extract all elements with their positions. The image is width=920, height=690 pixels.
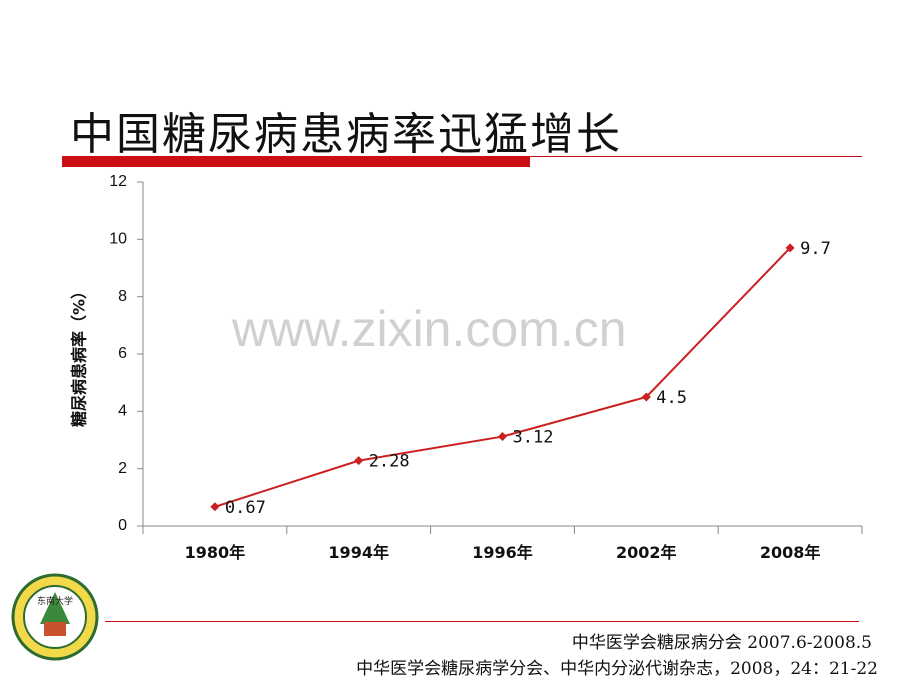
x-category-label: 1980年 [185, 543, 246, 562]
data-point-marker [210, 502, 220, 512]
series-line-group [214, 247, 791, 508]
data-label: 3.12 [513, 428, 554, 448]
data-point-marker [785, 243, 795, 253]
y-tick-label: 8 [118, 288, 127, 305]
y-axis-ticks: 0 2 4 6 8 10 12 [109, 173, 143, 534]
x-category-label: 2008年 [760, 543, 821, 562]
title-divider-line [530, 156, 862, 157]
source-citation-2: 中华医学会糖尿病学分会、中华内分泌代谢杂志，2008，24：21-22 [356, 659, 878, 679]
slide-title: 中国糖尿病患病率迅猛增长 [70, 109, 622, 160]
x-category-label: 1996年 [472, 543, 533, 562]
logo-text: 东南大学 [37, 595, 73, 607]
data-label: 4.5 [656, 388, 687, 408]
footer-divider-line [105, 621, 859, 622]
source-citation-1: 中华医学会糖尿病分会 2007.6-2008.5 [571, 633, 872, 653]
data-points [210, 243, 795, 512]
data-point-marker [498, 432, 507, 442]
university-logo: 东南大学 [11, 573, 99, 661]
series-line [214, 247, 791, 508]
y-tick-label: 2 [118, 460, 127, 477]
y-tick-label: 4 [118, 403, 127, 420]
data-labels: 0.67 2.28 3.12 4.5 9.7 [225, 239, 831, 518]
data-label: 9.7 [800, 239, 831, 259]
chart-axes [142, 182, 862, 527]
y-tick-label: 10 [109, 231, 127, 248]
x-category-label: 1994年 [328, 543, 389, 562]
data-point-marker [641, 392, 651, 402]
data-point-marker [354, 456, 364, 466]
data-label: 0.67 [225, 498, 266, 518]
title-accent-bar [62, 156, 530, 167]
x-axis-categories: 1980年 1994年 1996年 2002年 2008年 [142, 526, 863, 562]
x-category-label: 2002年 [616, 543, 677, 562]
y-tick-label: 12 [109, 173, 127, 190]
watermark-text: www.zixin.com.cn [232, 301, 627, 357]
y-axis-label: 糖尿病患病率（%） [70, 283, 89, 427]
y-tick-label: 6 [118, 345, 127, 362]
y-tick-label: 0 [118, 517, 127, 534]
data-label: 2.28 [369, 452, 410, 472]
